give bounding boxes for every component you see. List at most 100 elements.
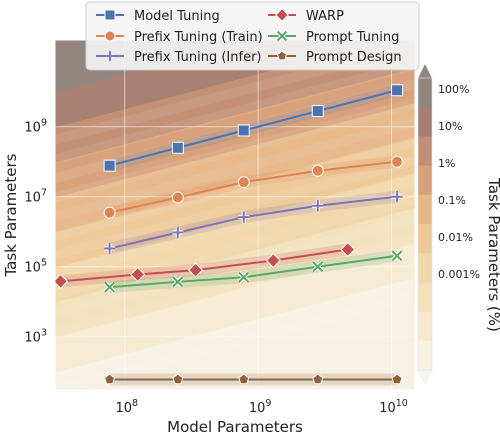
contour-streak [55, 136, 415, 241]
colorbar-swatch [418, 165, 432, 196]
series-marker [130, 266, 146, 283]
series-band [109, 155, 398, 219]
series-marker [104, 281, 115, 293]
series-marker [311, 105, 324, 118]
legend-box [85, 1, 420, 71]
y-axis-ticks: 103 105 107 109 [24, 118, 47, 346]
colorbar-extend-bottom [417, 369, 433, 385]
x-tick-label: 109 [249, 398, 272, 416]
colorbar-swatch [418, 340, 432, 371]
series-marker [275, 8, 289, 22]
series-warp [55, 241, 356, 289]
series-marker [104, 9, 116, 21]
series-band [109, 190, 398, 255]
series-prefix-tuning-infer- [104, 190, 403, 255]
colorbar-swatch [418, 107, 432, 137]
contour-streak [55, 252, 415, 357]
series-marker [104, 373, 116, 385]
legend-item: Model Tuning [96, 9, 220, 24]
series-marker [312, 200, 324, 212]
contour-streak [55, 155, 415, 261]
series-marker [391, 191, 403, 203]
legend-item: Prefix Tuning (Train) [96, 30, 263, 45]
legend-item: WARP [268, 8, 344, 24]
contour-streak [55, 232, 415, 338]
legend-item: Prefix Tuning (Infer) [96, 50, 262, 65]
y-tick-label: 109 [24, 118, 47, 136]
legend-label: WARP [306, 9, 344, 24]
contour-streak [55, 59, 415, 164]
contour-streak [55, 194, 415, 299]
series-marker [312, 373, 324, 385]
legend-item: Prompt Tuning [268, 30, 399, 45]
series-marker [237, 124, 250, 137]
colorbar-tick-label: 0.01% [438, 231, 473, 244]
series-prefix-tuning-train- [103, 155, 404, 219]
colorbar-tick-label: 0.1% [438, 194, 466, 207]
contour-streak [55, 290, 415, 390]
y-axis-label: Task Parameters [2, 153, 20, 277]
contour-streak [55, 271, 415, 376]
series-marker [105, 51, 115, 61]
series-marker [104, 243, 116, 255]
colorbar-tick-label: 100% [438, 83, 469, 96]
series-marker [172, 373, 184, 385]
series-marker [238, 211, 250, 223]
series-marker [238, 271, 250, 283]
series-marker [103, 206, 116, 219]
series-marker [340, 241, 356, 258]
series-marker [104, 30, 116, 42]
colorbar-swatch [418, 136, 432, 167]
colorbar-tick-label: 10% [438, 120, 462, 133]
y-tick-label: 105 [24, 258, 47, 276]
series-prompt-tuning [103, 249, 404, 294]
series-layer [55, 84, 404, 386]
legend-item: Prompt Design [268, 50, 402, 65]
series-model-tuning [103, 84, 404, 172]
x-axis-ticks: 108 109 1010 [115, 398, 407, 416]
legend-label: Prompt Design [306, 50, 402, 65]
x-axis-label: Model Parameters [167, 418, 303, 436]
legend-label: Prefix Tuning (Train) [134, 30, 263, 45]
series-marker [391, 155, 404, 168]
series-marker [391, 84, 404, 97]
series-marker [55, 273, 69, 289]
series-marker [172, 276, 184, 288]
contour-streak [55, 175, 415, 280]
colorbar-frame [417, 77, 433, 371]
series-prompt-design [104, 373, 403, 386]
colorbar-swatch [418, 311, 432, 342]
colorbar-extend-top [417, 63, 433, 79]
legend-label: Prompt Tuning [306, 30, 399, 45]
contour-streak [55, 117, 415, 222]
series-marker [277, 31, 287, 41]
series-marker [171, 191, 184, 204]
colorbar-label: Task Parameters (%) [485, 177, 500, 332]
series-marker [103, 159, 116, 172]
series-marker [312, 261, 324, 273]
legend: Model Tuning Prefix Tuning (Train) Prefix … [85, 1, 420, 71]
series-marker [391, 250, 403, 262]
legend-label: Prefix Tuning (Infer) [134, 50, 262, 65]
colorbar-swatch [418, 224, 432, 254]
series-marker [391, 373, 403, 385]
series-marker [311, 164, 324, 177]
colorbar-swatch [418, 253, 432, 283]
colorbar: 100% 10% 1% 0.1% 0.01% 0.001% [417, 63, 480, 385]
grid [55, 40, 415, 390]
y-tick-label: 103 [24, 328, 47, 346]
colorbar-tick-label: 1% [438, 157, 455, 170]
colorbar-swatch [418, 282, 432, 313]
series-marker [172, 226, 184, 238]
series-marker [276, 50, 288, 61]
contour-streak [55, 98, 415, 203]
x-tick-label: 108 [115, 398, 138, 416]
legend-label: Model Tuning [134, 9, 220, 24]
series-marker [265, 252, 281, 269]
colorbar-tick-label: 0.001% [438, 268, 480, 281]
series-marker [238, 373, 250, 385]
colorbar-swatch [418, 78, 432, 108]
colorbar-swatch [418, 194, 432, 225]
y-tick-label: 107 [24, 188, 47, 206]
